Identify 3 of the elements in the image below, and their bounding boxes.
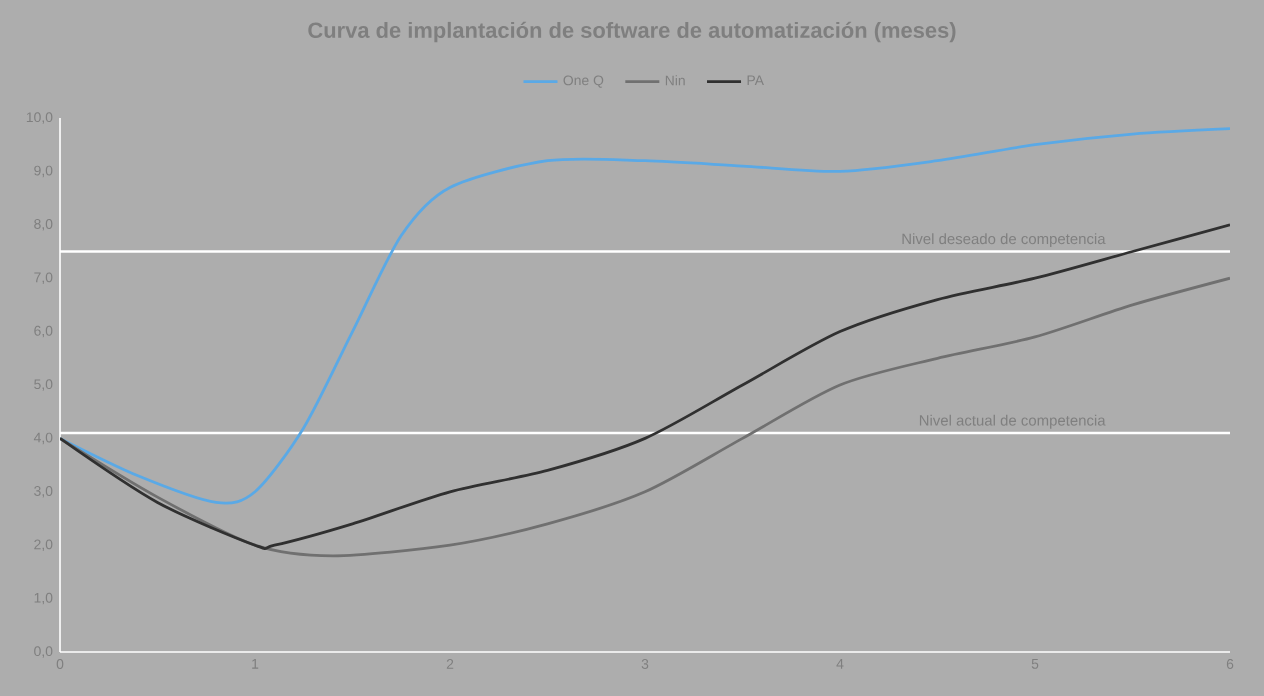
line-series (60, 127, 1231, 505)
line-series (60, 276, 1231, 558)
line-series (60, 223, 1231, 549)
